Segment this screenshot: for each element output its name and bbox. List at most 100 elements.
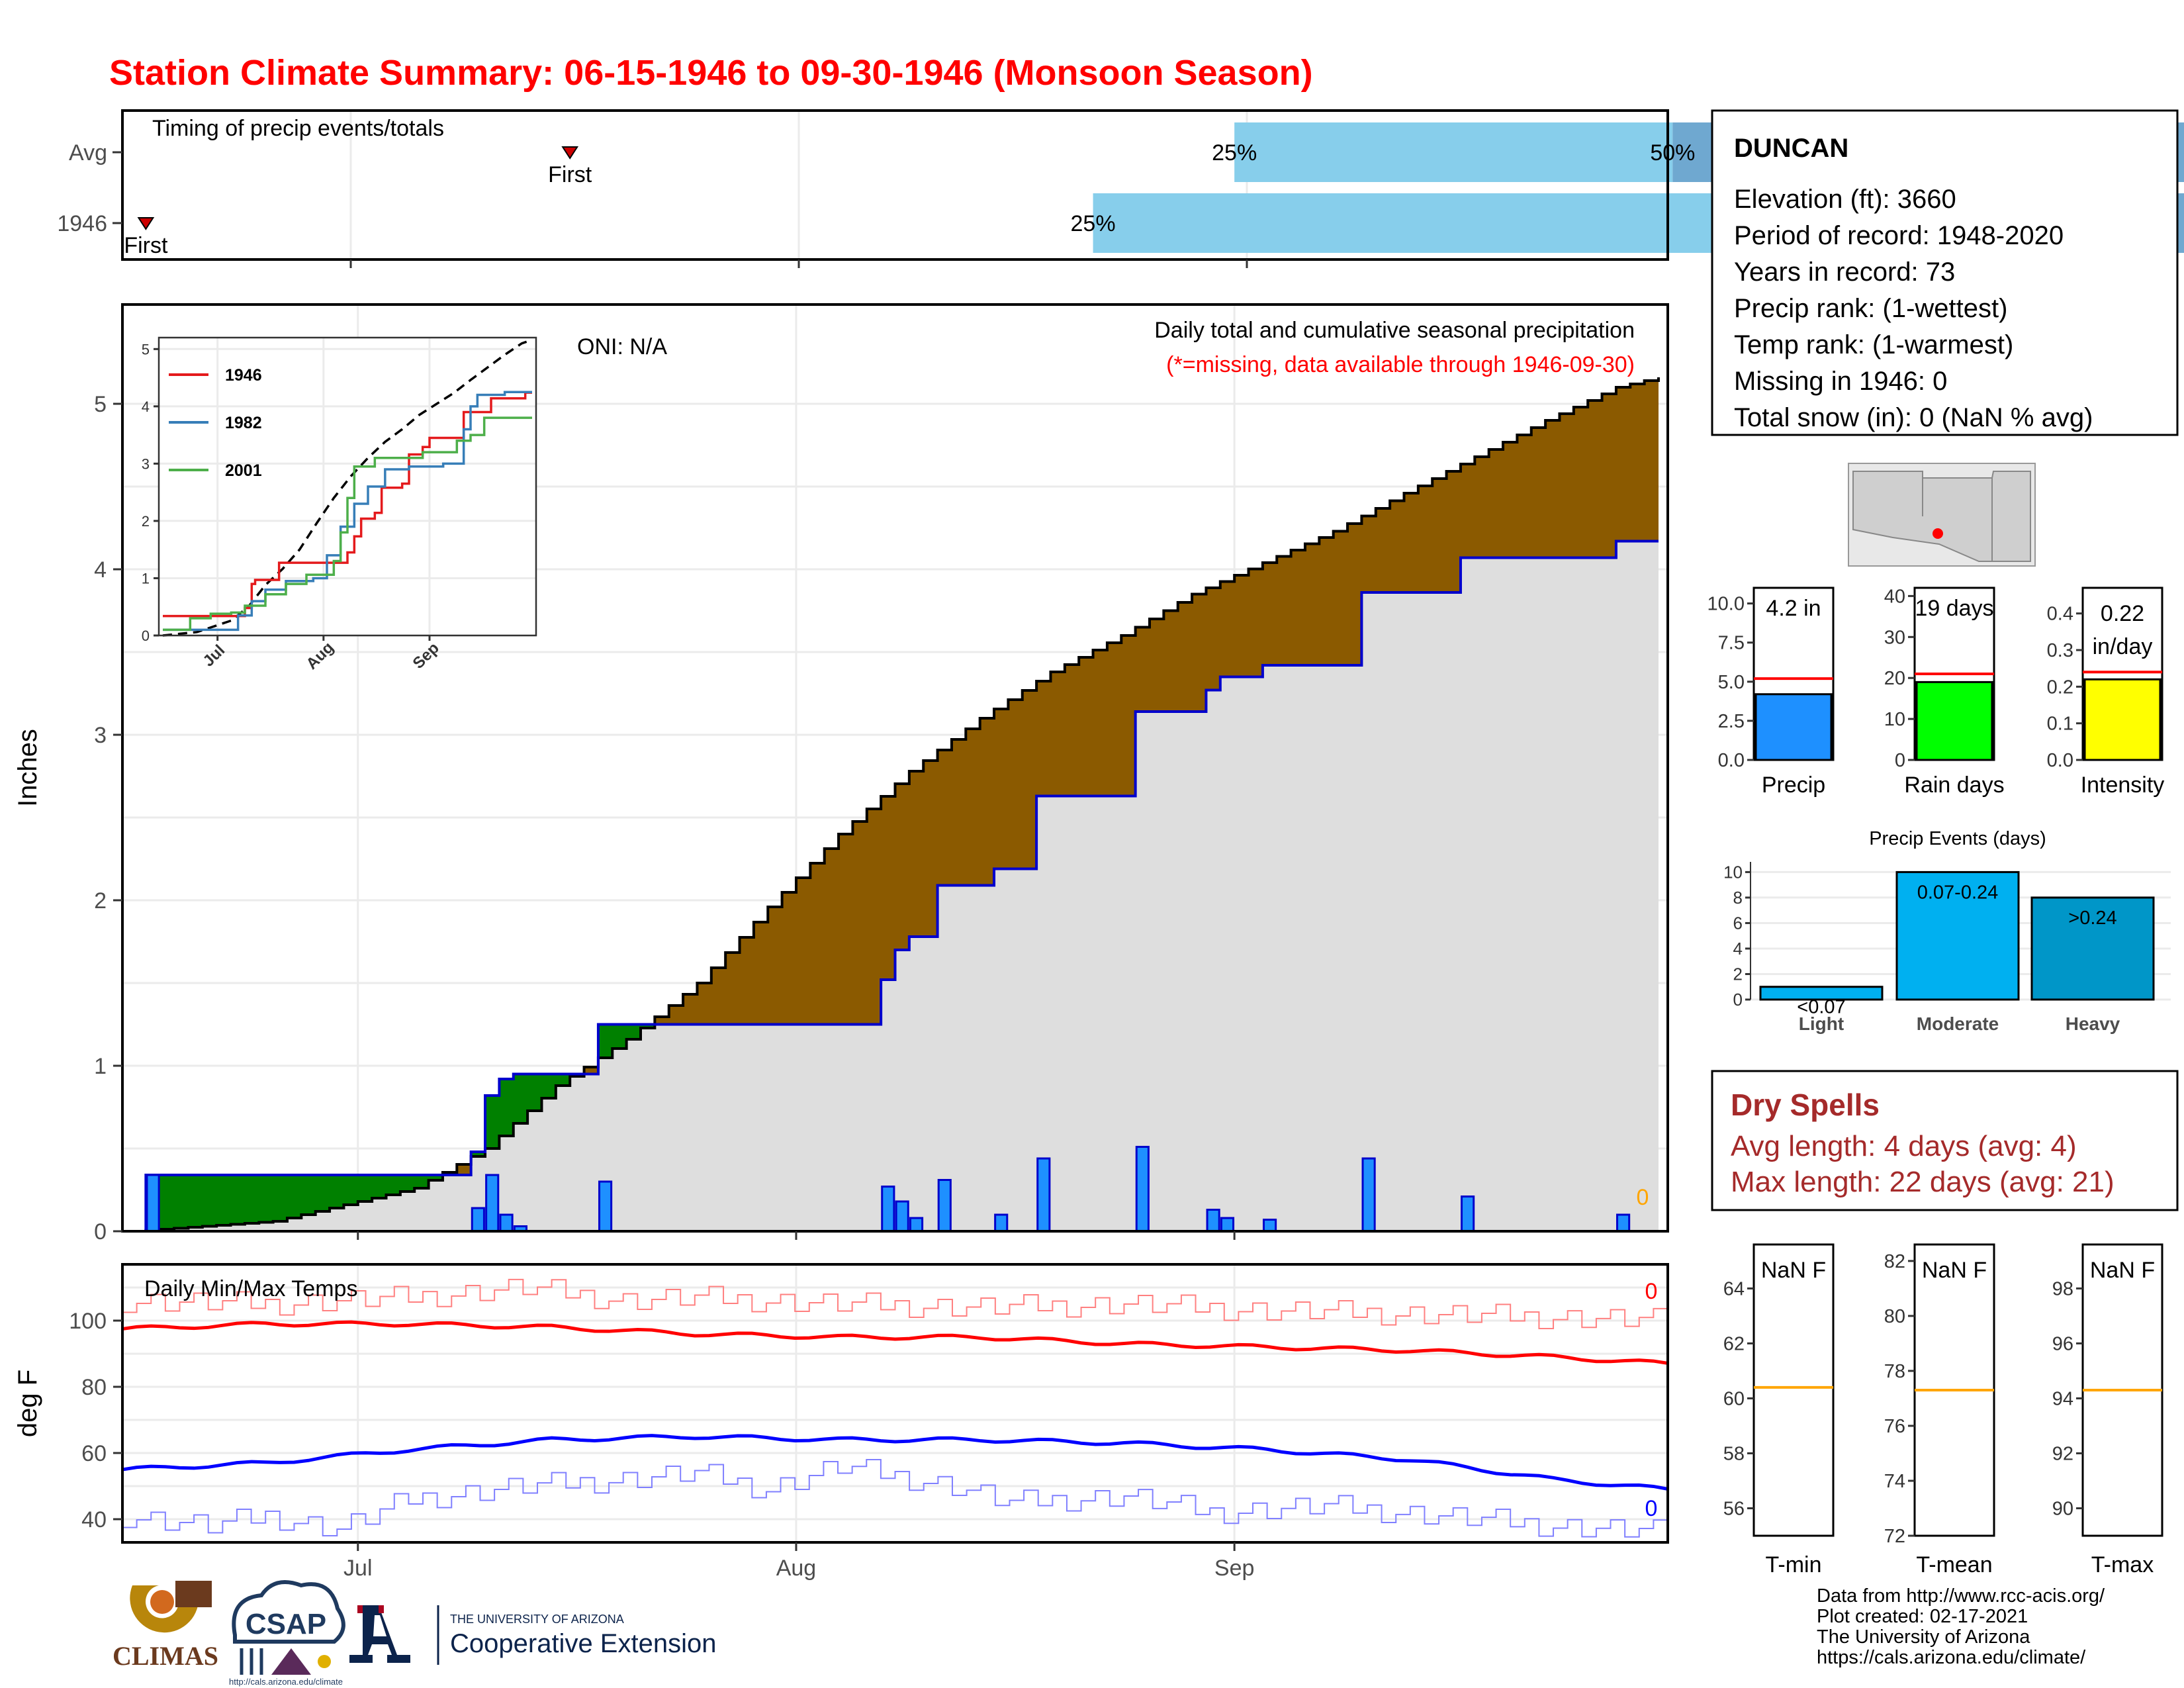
- events-category-label: Heavy: [2066, 1013, 2120, 1034]
- station-period: Period of record: 1948-2020: [1734, 221, 2064, 250]
- events-y-tick-label: 8: [1733, 888, 1743, 908]
- daily-precip-bar: [600, 1182, 612, 1231]
- temp-rank-y-tick-label: 74: [1884, 1471, 1905, 1492]
- daily-precip-bar: [1221, 1218, 1233, 1231]
- y-tick-label: 0: [94, 1219, 107, 1244]
- credit-data-source: Data from http://www.rcc-acis.org/: [1817, 1585, 2105, 1607]
- page-title: Station Climate Summary: 06-15-1946 to 0…: [109, 53, 1313, 93]
- temp-rank-label: T-mean: [1916, 1552, 1992, 1577]
- temp-rank-panels: 5658606264NaN FT-min727476788082 NaN FT-m…: [1723, 1244, 2162, 1577]
- temp-y-tick-label: 60: [81, 1441, 107, 1466]
- precip-note-1: Daily total and cumulative seasonal prec…: [1154, 318, 1635, 343]
- season-panel-label: Intensity: [2081, 773, 2165, 798]
- daily-precip-bar: [1038, 1158, 1050, 1231]
- precip-missing-count: 0: [1637, 1185, 1649, 1210]
- events-y-tick-label: 2: [1733, 964, 1743, 984]
- station-name: DUNCAN: [1734, 134, 1848, 163]
- temp-missing-max: 0: [1645, 1279, 1658, 1304]
- daily-precip-bar: [938, 1180, 950, 1232]
- inset-chart: 012345Jul Aug Sep 194619822001: [142, 338, 536, 673]
- daily-precip-bar: [1136, 1147, 1148, 1232]
- season-y-tick-label: 0.4: [2047, 604, 2073, 625]
- temp-missing-min: 0: [1645, 1496, 1658, 1521]
- events-y-tick-label: 6: [1733, 913, 1743, 933]
- month-tick-label: Sep: [1214, 1556, 1255, 1581]
- csap-logo-text: CSAP: [246, 1608, 326, 1640]
- climas-logo-text: CLIMAS: [113, 1641, 218, 1671]
- daily-precip-bar: [1363, 1158, 1375, 1231]
- daily-precip-bar: [1462, 1197, 1474, 1232]
- dry-spells-max: Max length: 22 days (avg: 21): [1731, 1166, 2115, 1198]
- temp-rank-label: T-max: [2091, 1552, 2154, 1577]
- season-y-tick-label: 0.1: [2047, 714, 2073, 735]
- season-value-label: 0.22: [2101, 601, 2144, 626]
- temp-rank-value: NaN F: [1922, 1258, 1987, 1283]
- station-snow: Total snow (in): 0 (NaN % avg): [1734, 403, 2093, 432]
- credit-plot-created: Plot created: 02-17-2021: [1817, 1606, 2028, 1627]
- oni-label: ONI: N/A: [577, 334, 667, 359]
- temp-series-lines: [122, 1280, 1668, 1537]
- temp-rank-y-tick-label: 82: [1884, 1251, 1905, 1272]
- dry-spells-title: Dry Spells: [1731, 1088, 1880, 1122]
- season-panel-label: Rain days: [1904, 773, 2004, 798]
- season-y-tick-label: 20: [1884, 668, 1905, 689]
- season-y-tick-label: 0.0: [1718, 750, 1745, 771]
- precip-events-bars: 0246810<0.07Light0.07-0.24Moderate>0.24H…: [1723, 862, 2171, 1034]
- timing-pct-label: 50%: [1650, 140, 1695, 165]
- temp-rank-y-tick-label: 80: [1884, 1306, 1905, 1327]
- y-tick-label: 5: [94, 392, 107, 417]
- season-y-tick-label: 10: [1884, 709, 1905, 730]
- season-value-bar: [1917, 682, 1992, 760]
- season-y-tick-label: 0.2: [2047, 677, 2073, 698]
- season-bar-panels: 0.02.55.07.510.0 4.2 inPrecip010203040 19 …: [1707, 586, 2165, 798]
- daily-precip-bar: [472, 1208, 484, 1231]
- inset-y-tick-label: 5: [142, 341, 150, 357]
- precip-events-title: Precip Events (days): [1869, 828, 2046, 849]
- station-years: Years in record: 73: [1734, 258, 1955, 287]
- temp-rank-y-tick-label: 90: [2052, 1498, 2073, 1519]
- temp-rank-value: NaN F: [1761, 1258, 1826, 1283]
- temp-rank-value: NaN F: [2090, 1258, 2155, 1283]
- daily-precip-bar: [1263, 1220, 1275, 1232]
- cooperative-extension: Cooperative Extension: [450, 1629, 716, 1658]
- y-tick-label: 4: [94, 557, 107, 583]
- daily-precip-bar: [1617, 1215, 1629, 1231]
- timing-first-marker: [138, 218, 153, 229]
- timing-bar-lower-1: [1093, 193, 1800, 253]
- season-value-bar: [2085, 679, 2160, 760]
- season-y-tick-label: 0.0: [2047, 750, 2073, 771]
- inset-y-tick-label: 1: [142, 570, 150, 586]
- inset-y-tick-label: 0: [142, 628, 150, 644]
- station-info-box: DUNCAN Elevation (ft): 3660 Period of re…: [1712, 111, 2177, 435]
- timing-row-label-avg: Avg: [69, 140, 107, 165]
- temp-title: Daily Min/Max Temps: [144, 1276, 357, 1301]
- university-name: THE UNIVERSITY OF ARIZONA: [450, 1613, 624, 1626]
- precip-events-chart: Precip Events (days) 0246810<0.07Light0.…: [1723, 828, 2171, 1034]
- season-y-tick-label: 0.3: [2047, 640, 2073, 661]
- temp-line-3: [122, 1460, 1668, 1537]
- temp-rank-y-tick-label: 78: [1884, 1361, 1905, 1382]
- season-y-tick-label: 40: [1884, 586, 1905, 607]
- y-tick-label: 1: [94, 1054, 107, 1079]
- daily-precip-bar: [995, 1215, 1007, 1231]
- daily-precip-bar: [882, 1187, 894, 1232]
- precip-y-label: Inches: [13, 729, 42, 807]
- season-y-tick-label: 2.5: [1718, 711, 1745, 732]
- events-bar-label: >0.24: [2068, 908, 2116, 929]
- timing-first-label: First: [124, 233, 168, 258]
- temp-y-label: deg F: [13, 1370, 42, 1437]
- climate-summary-canvas: Station Climate Summary: 06-15-1946 to 0…: [0, 0, 2184, 1688]
- temp-y-axis: 406080100: [69, 1309, 122, 1532]
- temp-line-1: [122, 1436, 1668, 1489]
- csap-logo: CSAP http://cals.arizona.edu/climate: [229, 1582, 343, 1687]
- station-temp-rank: Temp rank: (1-warmest): [1734, 330, 2013, 359]
- inset-x-tick-label: Aug: [302, 639, 337, 673]
- timing-first-label: First: [548, 162, 592, 187]
- inset-legend-label: 1946: [225, 366, 262, 385]
- y-tick-label: 3: [94, 723, 107, 748]
- temp-rank-y-tick-label: 58: [1723, 1443, 1745, 1464]
- temp-rank-y-tick-label: 76: [1884, 1416, 1905, 1437]
- climas-logo: CLIMAS: [113, 1581, 218, 1671]
- daily-precip-bar: [486, 1175, 498, 1231]
